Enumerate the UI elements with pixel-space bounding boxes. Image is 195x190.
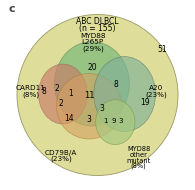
Text: c: c	[8, 4, 15, 14]
Text: (n = 155): (n = 155)	[79, 24, 116, 33]
Text: MYD88: MYD88	[80, 33, 105, 39]
Text: (23%): (23%)	[146, 91, 167, 98]
Ellipse shape	[96, 100, 135, 145]
Text: 19: 19	[140, 98, 150, 107]
Text: 51: 51	[157, 45, 167, 54]
Text: 3: 3	[119, 118, 123, 124]
Text: 20: 20	[87, 63, 97, 72]
Text: 1: 1	[68, 89, 73, 98]
Text: CD79B/A: CD79B/A	[45, 150, 77, 156]
Text: CARD11: CARD11	[16, 86, 46, 91]
Text: ABC DLBCL: ABC DLBCL	[76, 17, 119, 25]
Text: 8: 8	[42, 87, 47, 96]
Text: (29%): (29%)	[82, 45, 104, 52]
Ellipse shape	[54, 42, 129, 126]
Text: 8: 8	[114, 80, 119, 89]
Text: 2: 2	[59, 99, 63, 108]
Circle shape	[17, 14, 178, 176]
Text: 9: 9	[111, 118, 116, 124]
Text: mutant: mutant	[127, 158, 151, 164]
Text: (8%): (8%)	[22, 91, 40, 98]
Text: 14: 14	[65, 114, 74, 123]
Text: 3: 3	[100, 104, 105, 113]
Text: other: other	[130, 152, 148, 158]
Text: (23%): (23%)	[50, 156, 72, 162]
Text: 2: 2	[55, 84, 60, 93]
Ellipse shape	[94, 57, 156, 131]
Text: 1: 1	[104, 118, 108, 124]
Text: L265P: L265P	[82, 39, 104, 45]
Ellipse shape	[56, 74, 122, 139]
Text: A20: A20	[149, 86, 164, 91]
Text: MYD88: MYD88	[127, 146, 150, 152]
Ellipse shape	[39, 64, 87, 124]
Text: 11: 11	[84, 91, 94, 101]
Text: (8%): (8%)	[131, 163, 147, 169]
Text: 3: 3	[87, 115, 91, 124]
